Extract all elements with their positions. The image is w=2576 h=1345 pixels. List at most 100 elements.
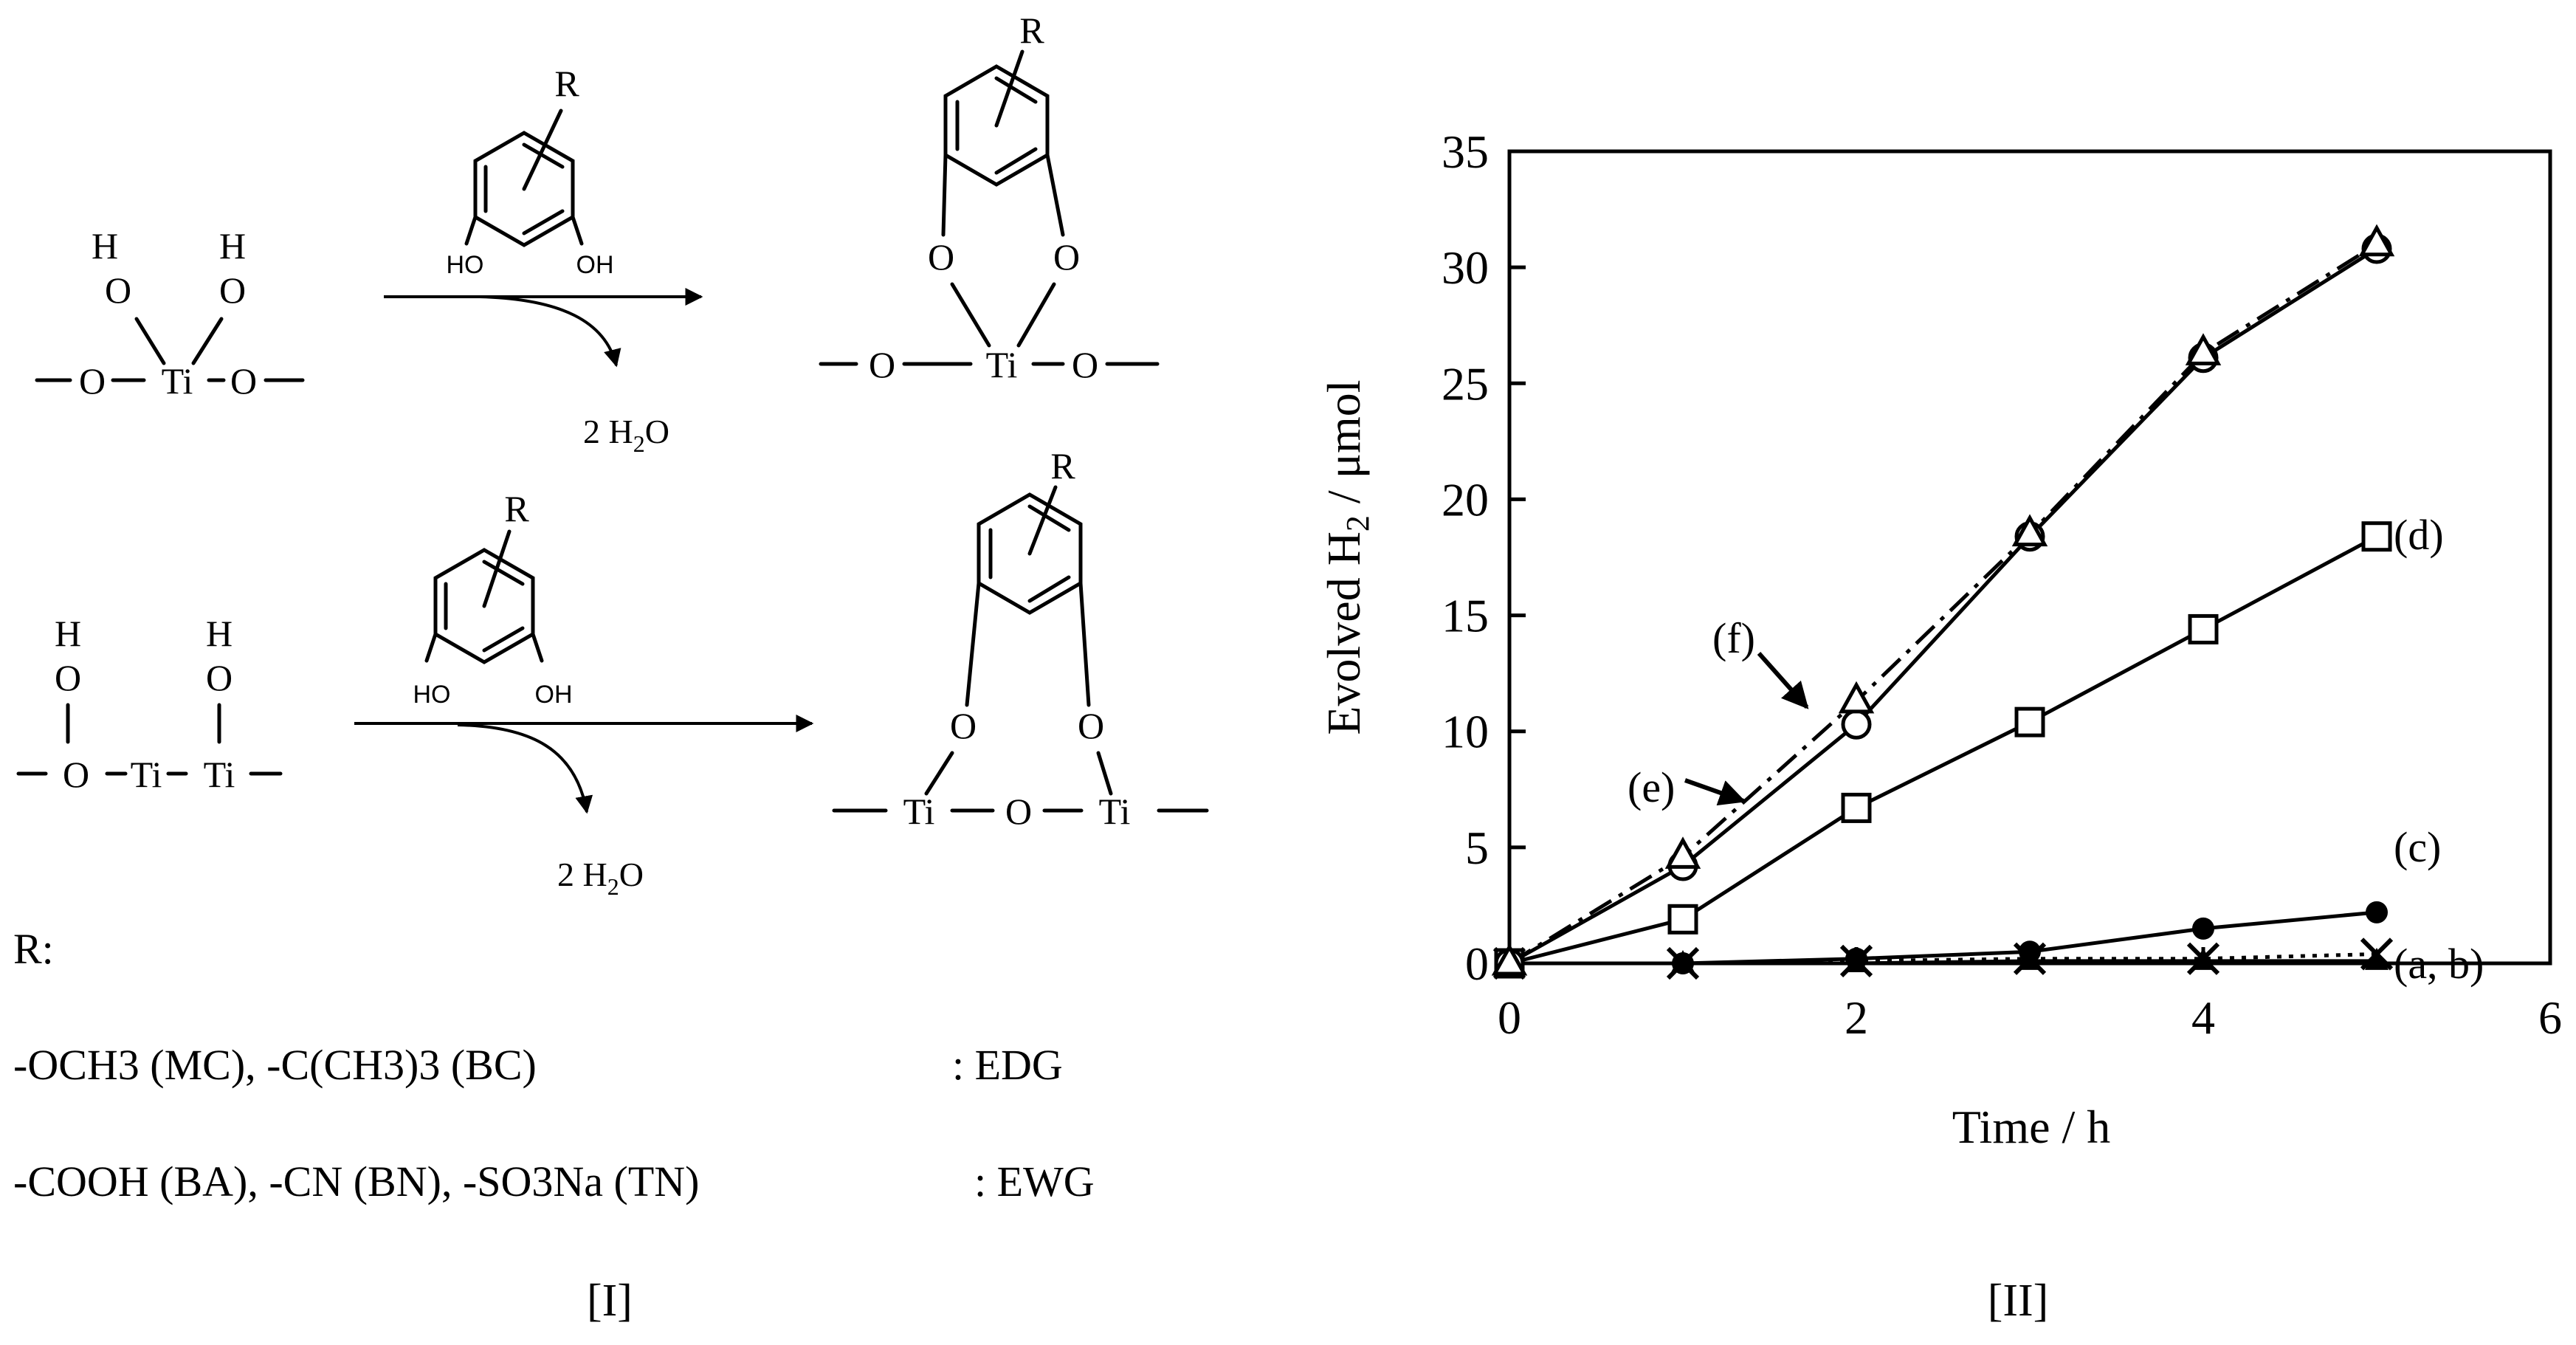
data-point [2191, 947, 2215, 970]
data-point [2185, 333, 2222, 365]
r2-product-o-right: O [1078, 705, 1104, 746]
r1-catechol-oh-bond-left [464, 215, 478, 246]
r2-catechol-double-1 [482, 560, 525, 586]
annotation-e-arrow [1684, 778, 1746, 806]
r1-product-ti: Ti [986, 344, 1018, 385]
r1-catechol-oh-bond-right [571, 215, 584, 246]
r2-water-arrow [457, 723, 593, 814]
r1-product-o-chain-left: O [869, 344, 895, 385]
r1-byproduct: 2 H2O [583, 413, 669, 457]
r1-o-right: O [219, 269, 246, 311]
y-tick-label: 10 [1442, 706, 1489, 758]
r2-product-r-bond [1027, 485, 1058, 556]
r-heading: R: [13, 925, 54, 973]
r2-catechol-ho: HO [413, 681, 451, 709]
x-tick-label: 4 [2191, 991, 2215, 1044]
data-point [2365, 947, 2389, 970]
r1-catechol-r-bond [522, 109, 563, 191]
r2-product-double-2 [1027, 575, 1071, 603]
r2-h-right: H [206, 613, 233, 654]
y-tick-label: 20 [1442, 473, 1489, 526]
x-tick-label: 2 [1845, 991, 1868, 1044]
r2-product-double-3 [1027, 504, 1071, 532]
y-tick-label: 0 [1465, 938, 1489, 990]
data-point [1667, 904, 1698, 935]
annotation-f: (f) [1712, 614, 1755, 662]
data-point [1838, 681, 1875, 714]
data-point [2358, 224, 2395, 257]
r1-product-double-3 [994, 76, 1038, 104]
r1-product-bond-ring-o-right [1045, 153, 1065, 237]
y-tick-label: 25 [1442, 357, 1489, 410]
r1-product-double-2 [994, 147, 1038, 175]
r1-o-left: O [105, 269, 131, 311]
r2-product-bond-ring-o-right [1078, 581, 1091, 707]
r2-catechol-oh-bond-left [424, 632, 438, 663]
r2-product-o-bridge: O [1005, 791, 1032, 832]
series-line [1508, 242, 2378, 966]
edg-substituents: -OCH3 (MC), -C(CH3)3 (BC) [13, 1041, 537, 1089]
data-point [1664, 836, 1701, 869]
r1-product-bond-ring-o-left [941, 153, 948, 237]
reaction2-reactant: H H O O O Ti Ti [16, 613, 283, 795]
r1-product-r: R [1019, 10, 1044, 51]
r1-catechol-oh: OH [576, 251, 614, 279]
r1-h-left: H [92, 225, 118, 266]
r2-ti-left: O [63, 754, 89, 795]
data-point [1845, 947, 1867, 970]
r1-product-o-right: O [1053, 236, 1080, 278]
r1-catechol-double-2 [522, 209, 565, 235]
reaction1-product: R O O O Ti O [819, 10, 1160, 385]
r1-catechol-ho: HO [447, 251, 484, 279]
scheme-panel: H H O O O Ti O R HO OH [13, 10, 1209, 1326]
r2-ti-right: Ti [204, 754, 235, 795]
r1-o-chain-left: O [79, 360, 106, 402]
r1-product-bond-o-ti-right [1016, 282, 1056, 348]
r1-product-bond-o-ti-left [950, 282, 991, 348]
r2-catechol-oh: OH [535, 681, 573, 709]
reaction1-reactant: H H O O O Ti O [35, 225, 305, 402]
ewg-tag: : EWG [974, 1157, 1095, 1205]
data-point [2361, 521, 2392, 552]
data-point [2019, 940, 2041, 963]
data-point [2192, 917, 2214, 940]
r1-product-ring [943, 64, 1050, 187]
data-point [1672, 952, 1694, 974]
annotation-f-arrow [1757, 652, 1809, 709]
data-point [1841, 792, 1872, 823]
reaction2-product: R O O Ti O Ti [832, 445, 1209, 832]
data-point [2011, 514, 2048, 547]
r2-catechol-double-2 [482, 626, 525, 653]
r2-product-ti-left: Ti [903, 791, 935, 832]
marker-layer [1491, 224, 2395, 980]
r2-product-ring [977, 492, 1083, 615]
data-point [2188, 613, 2219, 644]
r1-o-chain-right: O [230, 360, 257, 402]
data-point [1491, 943, 1528, 976]
r2-product-bond-o-ti-left [924, 751, 954, 796]
annotation-c: (c) [2394, 823, 2441, 871]
y-axis: 0 5 10 15 20 25 30 35 [1442, 125, 1526, 990]
ewg-substituents: -COOH (BA), -CN (BN), -SO3Na (TN) [13, 1157, 699, 1205]
r2-product-bond-ring-o-left [965, 581, 981, 707]
r1-catechol-double-1 [522, 142, 565, 169]
annotation-e: (e) [1628, 763, 1675, 811]
r1-bond-o-ti-left [134, 317, 166, 365]
data-point [2366, 901, 2388, 923]
r1-product-r-bond [994, 49, 1024, 128]
panel-label-chart: [II] [1988, 1276, 2049, 1326]
r2-o-right: O [206, 657, 233, 698]
r2-catechol-r-bond [482, 529, 512, 608]
r2-product-bond-o-ti-right [1096, 751, 1113, 796]
x-tick-label: 0 [1498, 991, 1521, 1044]
r1-product-o-left: O [928, 236, 954, 278]
panel-label-scheme: [I] [587, 1276, 633, 1326]
r1-h-right: H [219, 225, 246, 266]
r1-product-o-chain-right: O [1072, 344, 1098, 385]
reaction1-catechol: R HO OH [447, 63, 614, 279]
x-axis-label: Time / h [1952, 1101, 2111, 1153]
reaction2-catechol: R HO OH [413, 488, 573, 709]
y-tick-label: 5 [1465, 822, 1489, 874]
r2-product-ti-right: Ti [1099, 791, 1131, 832]
